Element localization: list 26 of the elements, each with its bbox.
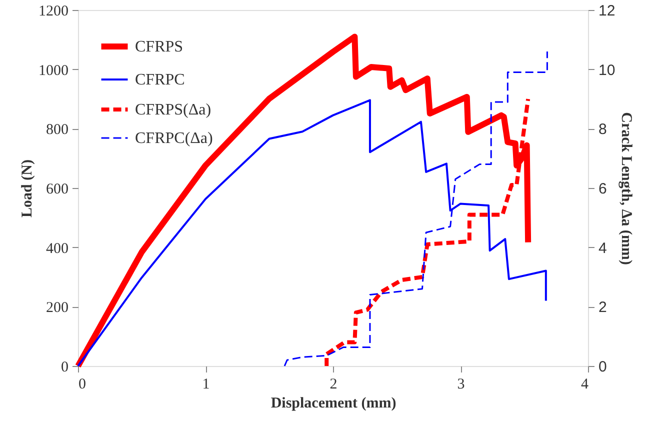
y2-tick-label: 0 bbox=[598, 358, 607, 376]
y2-tick-label: 6 bbox=[598, 180, 607, 198]
x-axis-title: Displacement (mm) bbox=[270, 396, 396, 412]
legend-label: CFRPS bbox=[135, 38, 184, 56]
y2-tick-label: 4 bbox=[598, 240, 607, 257]
y-tick-label: 400 bbox=[46, 240, 68, 257]
y-tick-label: 0 bbox=[61, 360, 68, 376]
y-axis-title: Load (N) bbox=[20, 160, 36, 218]
legend-label: CFRPC bbox=[135, 72, 185, 88]
y-tick-label: 800 bbox=[46, 122, 68, 138]
x-tick-label: 0 bbox=[78, 376, 86, 392]
x-tick-label: 1 bbox=[202, 376, 210, 392]
x-tick-label: 3 bbox=[457, 376, 465, 392]
y-tick-label: 1200 bbox=[38, 4, 68, 20]
legend-label: CFRPS(Δa) bbox=[135, 102, 212, 118]
y-tick-label: 600 bbox=[46, 182, 68, 198]
y2-tick-label: 2 bbox=[598, 299, 607, 316]
x-tick-label: 4 bbox=[581, 376, 589, 392]
y2-axis-title: Crack Length, Δa (mm) bbox=[618, 112, 634, 265]
y2-tick-label: 10 bbox=[598, 62, 616, 79]
x-tick-label: 2 bbox=[330, 376, 338, 392]
y2-tick-label: 12 bbox=[598, 2, 616, 20]
y2-tick-label: 8 bbox=[598, 121, 607, 138]
y-tick-label: 200 bbox=[46, 300, 68, 316]
legend-label: CFRPC(Δa) bbox=[135, 130, 213, 147]
y-tick-label: 1000 bbox=[38, 62, 68, 79]
